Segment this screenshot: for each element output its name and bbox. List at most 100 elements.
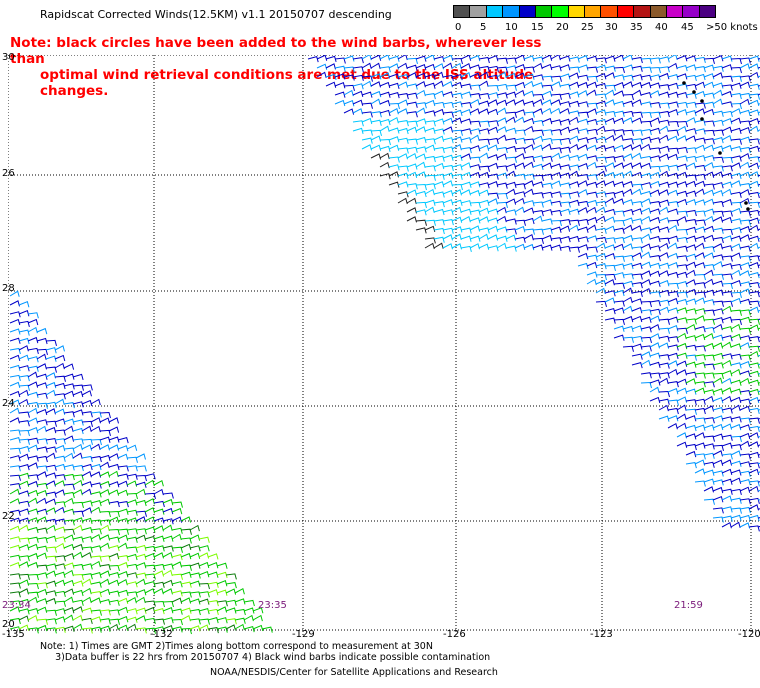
- wind-barb: [721, 134, 732, 142]
- wind-barb: [730, 172, 742, 180]
- wind-barb: [730, 92, 742, 100]
- wind-barb: [685, 378, 696, 385]
- wind-barb: [117, 542, 128, 550]
- wind-barb: [334, 65, 346, 72]
- wind-barb: [721, 488, 733, 495]
- wind-barb: [685, 433, 697, 440]
- wind-barb: [9, 544, 21, 552]
- wind-barb: [469, 156, 481, 163]
- wind-barb: [207, 581, 219, 588]
- wind-barb: [433, 63, 444, 70]
- wind-barb: [99, 480, 111, 488]
- wind-barb: [721, 316, 733, 323]
- wind-barb: [379, 152, 390, 160]
- wind-barb: [595, 287, 606, 295]
- wind-barb: [694, 273, 706, 281]
- wind-barb: [198, 552, 210, 559]
- wind-barb: [712, 459, 724, 466]
- wind-barb: [523, 111, 535, 118]
- wind-barb: [676, 441, 688, 448]
- wind-barb: [126, 591, 138, 598]
- wind-barb: [180, 614, 191, 622]
- wind-barb: [640, 215, 651, 223]
- wind-barb: [658, 206, 669, 214]
- wind-barb: [343, 66, 355, 73]
- wind-barb: [739, 234, 750, 241]
- wind-barb: [54, 429, 66, 436]
- wind-barb: [388, 73, 400, 80]
- wind-barb: [730, 263, 742, 271]
- wind-barb: [721, 506, 733, 513]
- wind-barb: [676, 155, 688, 162]
- wind-barb: [54, 579, 66, 586]
- wind-barb: [586, 155, 598, 162]
- wind-barb: [216, 589, 228, 596]
- wind-barb: [487, 84, 499, 92]
- wind-barb: [748, 217, 760, 224]
- wind-barb: [595, 165, 607, 172]
- wind-barb: [730, 368, 741, 376]
- wind-barb: [685, 408, 697, 415]
- wind-barb: [18, 384, 30, 391]
- wind-barb: [415, 171, 427, 178]
- wind-barb: [685, 244, 697, 251]
- wind-barb: [27, 526, 39, 534]
- wind-barb: [604, 110, 616, 118]
- wind-barb: [514, 116, 525, 124]
- wind-barb: [478, 100, 490, 107]
- wind-barb: [361, 129, 373, 136]
- wind-barb: [568, 56, 580, 63]
- wind-barb: [117, 436, 129, 444]
- quality-flag-dot: [744, 201, 748, 205]
- wind-barb: [63, 534, 75, 541]
- wind-barb: [45, 438, 57, 445]
- wind-barb: [108, 544, 120, 552]
- wind-barb: [730, 379, 742, 386]
- wind-barb: [721, 341, 732, 349]
- wind-barb: [703, 309, 715, 316]
- wind-barb: [198, 607, 210, 615]
- wind-barb: [604, 129, 616, 136]
- wind-barb: [532, 192, 544, 199]
- wind-barb: [72, 427, 84, 435]
- wind-barb: [685, 361, 697, 368]
- wind-barb: [36, 606, 48, 613]
- wind-barb: [694, 372, 706, 379]
- wind-barb: [550, 129, 562, 136]
- wind-barb: [568, 116, 579, 124]
- wind-barb: [27, 517, 39, 524]
- legend-swatch: [469, 5, 487, 18]
- wind-barb: [721, 199, 733, 206]
- wind-barb: [9, 517, 21, 524]
- wind-barb: [703, 478, 715, 485]
- wind-barb: [370, 73, 382, 80]
- wind-barb: [586, 161, 597, 169]
- wind-barb: [442, 243, 453, 250]
- wind-barb: [550, 237, 562, 244]
- wind-barb: [45, 366, 57, 373]
- wind-barb: [424, 199, 436, 206]
- wind-barb: [694, 308, 706, 315]
- wind-barb: [135, 596, 146, 604]
- wind-barb: [144, 617, 156, 625]
- wind-barb: [748, 345, 760, 352]
- wind-barb: [649, 280, 661, 287]
- wind-barb: [748, 514, 760, 522]
- wind-barb: [703, 469, 715, 476]
- wind-barb: [27, 326, 38, 334]
- wind-barb: [658, 262, 670, 269]
- wind-barb: [388, 164, 400, 171]
- wind-barb: [748, 462, 760, 469]
- wind-barb: [135, 578, 146, 586]
- wind-barb: [361, 102, 373, 109]
- wind-barb: [748, 93, 760, 100]
- wind-barb: [604, 237, 616, 244]
- wind-barb: [640, 372, 652, 379]
- wind-barb: [730, 353, 742, 360]
- wind-barb: [748, 388, 760, 396]
- wind-barb: [135, 589, 147, 596]
- wind-barb: [343, 74, 355, 81]
- wind-barb: [748, 55, 760, 62]
- wind-barb: [487, 144, 499, 151]
- wind-barb: [577, 236, 589, 243]
